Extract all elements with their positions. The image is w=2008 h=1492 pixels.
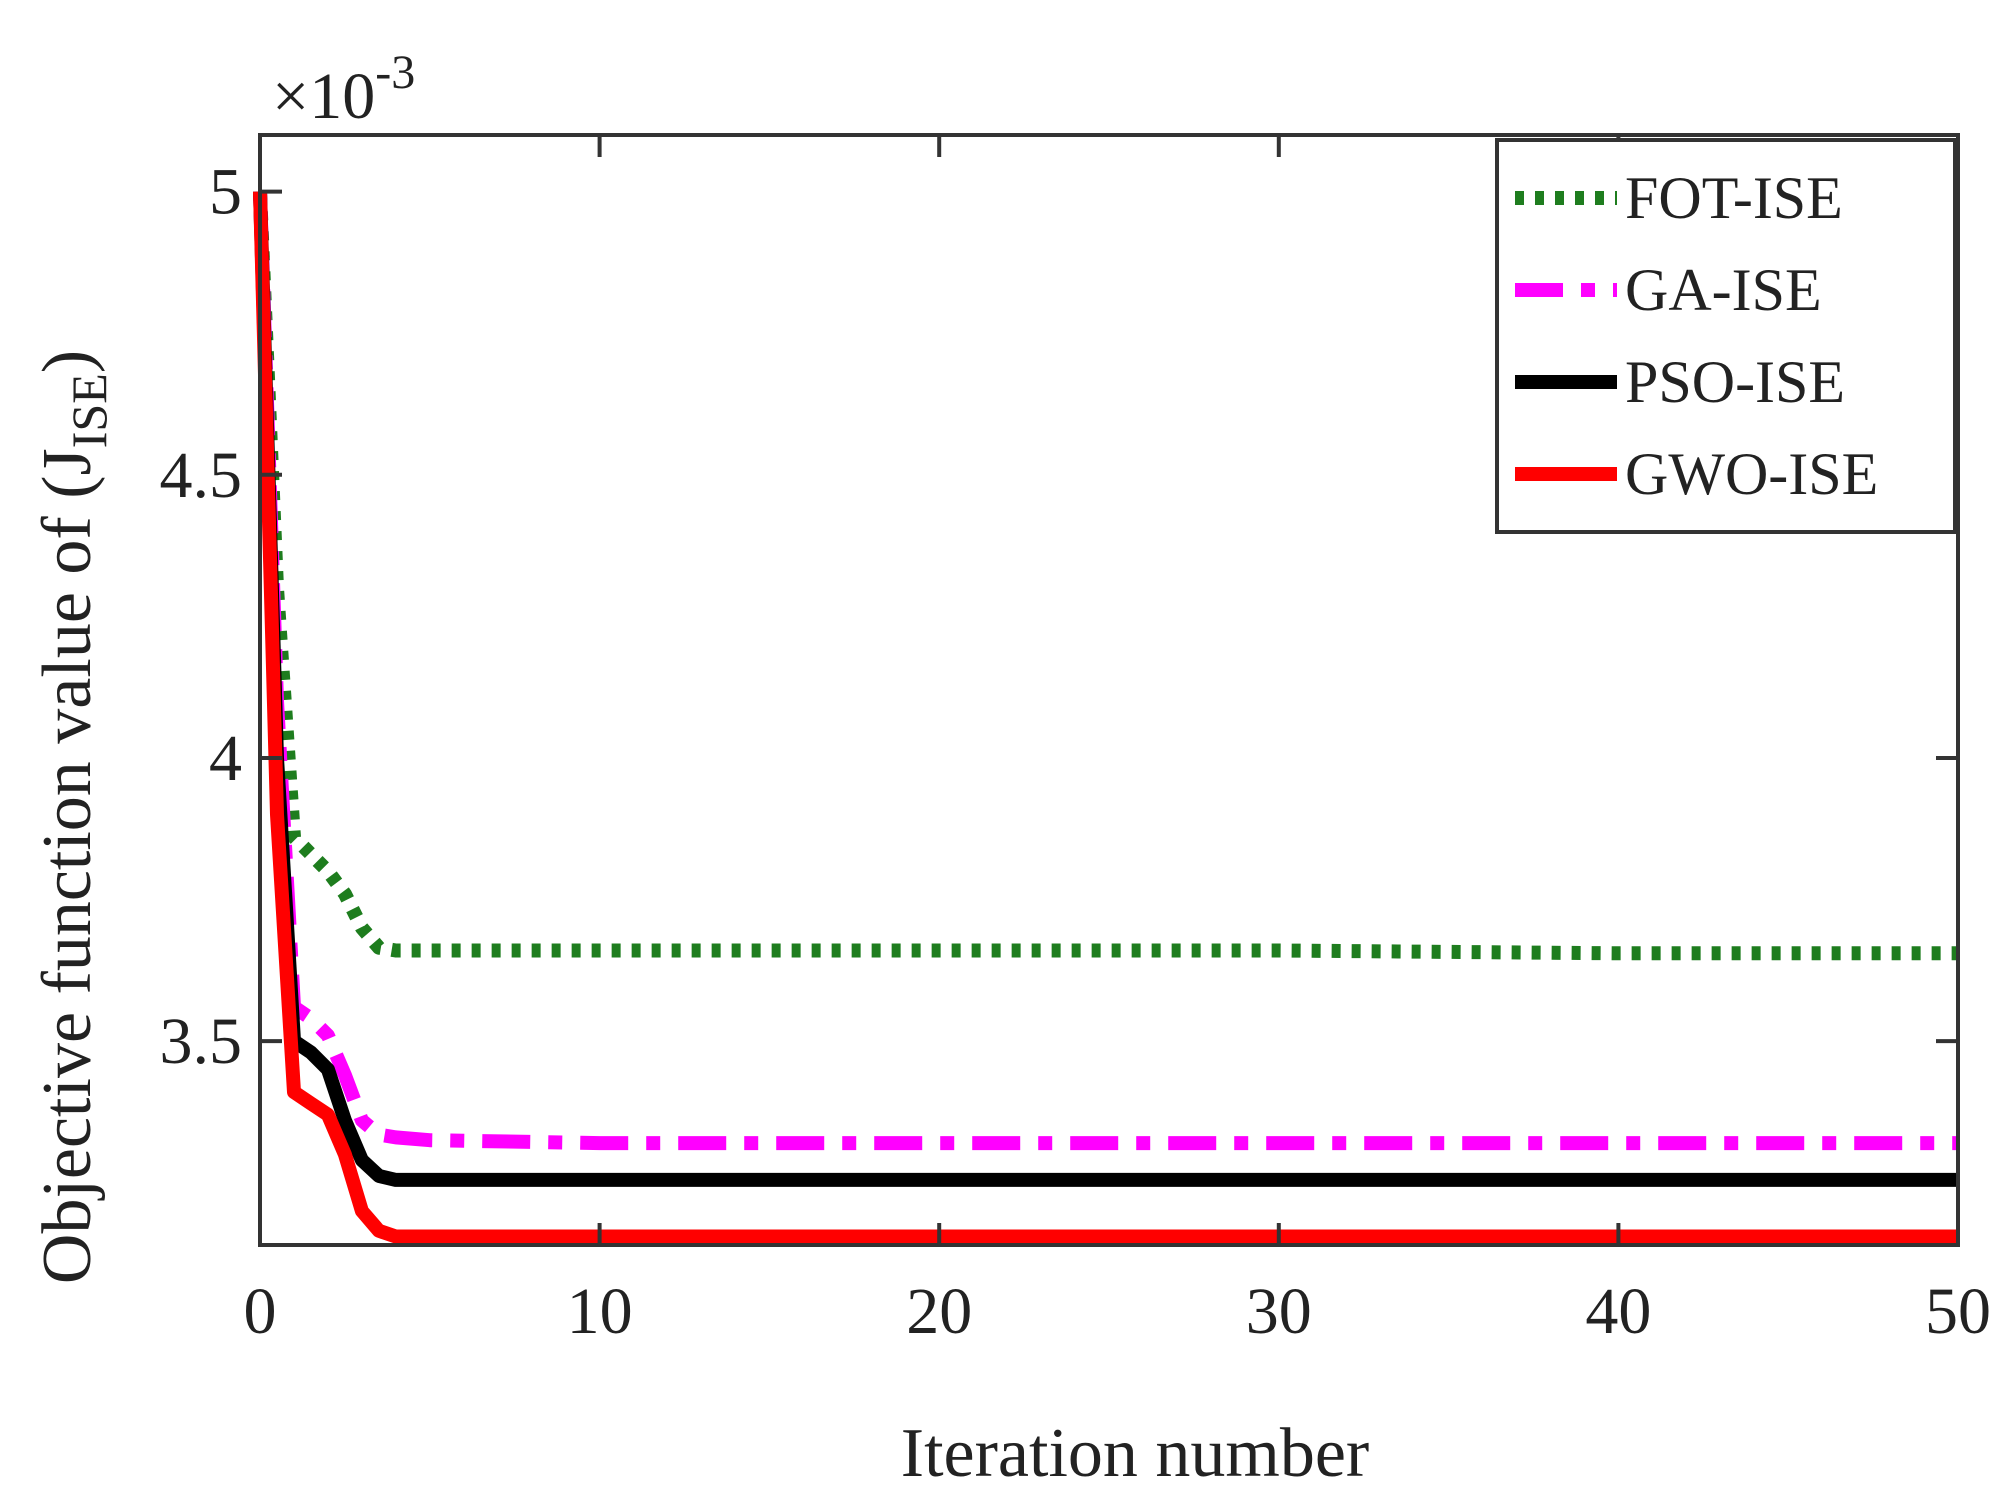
series-line-gwo-ise [253,191,1958,1244]
x-tick-label: 40 [1585,1275,1651,1348]
legend-label-ga-ise: GA-ISE [1625,257,1822,323]
y-axis-label-close: ) [29,350,106,373]
series-layer [253,191,1958,1244]
x-tick-label: 0 [244,1275,277,1348]
series-line-pso-ise [253,191,1958,1187]
axes-box [258,133,1960,1247]
x-tick-label: 30 [1246,1275,1312,1348]
y-axis-label: Objective function value of (JISE) [29,350,117,1284]
series-line-ga-ise [253,191,1958,1151]
axes-layer [258,133,1960,1247]
y-tick-label: 3.5 [160,1005,243,1078]
y-tick-label: 5 [209,156,242,229]
x-tick-label: 50 [1925,1275,1991,1348]
legend-label-fot-ise: FOT-ISE [1625,165,1843,231]
series-line-fot-ise [253,191,1958,961]
ticks-layer: 0 10 20 30 40 50 3.5 4 4.5 5 [160,135,1991,1348]
y-exponent-base: ×10 [272,60,375,133]
legend-label-pso-ise: PSO-ISE [1625,349,1845,415]
x-tick-label: 10 [567,1275,633,1348]
y-axis-label-subscript: ISE [61,373,117,448]
x-tick-label: 20 [906,1275,972,1348]
legend-label-gwo-ise: GWO-ISE [1625,441,1878,507]
x-axis-label: Iteration number [901,1415,1369,1492]
y-tick-label: 4 [209,722,242,795]
y-tick-label: 4.5 [160,439,243,512]
legend-box [1495,138,1957,534]
y-axis-label-main: Objective function value of (J [29,448,106,1284]
svg-text:Objective function value of (J: Objective function value of (JISE) [29,350,117,1284]
y-exponent-power: -3 [375,46,415,99]
y-axis-exponent: ×10-3 [272,46,415,133]
legend: FOT-ISE GA-ISE PSO-ISE GWO-ISE [1495,138,1957,534]
